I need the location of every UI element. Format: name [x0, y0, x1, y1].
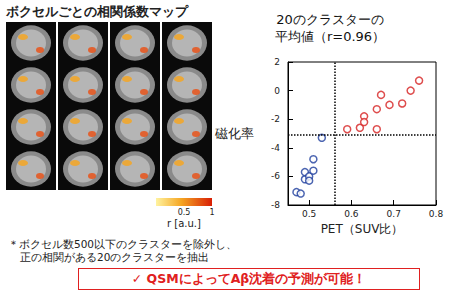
svg-text:-6: -6 — [271, 171, 280, 181]
svg-text:20のクラスターの: 20のクラスターの — [276, 12, 384, 27]
svg-text:1: 1 — [209, 208, 214, 217]
svg-text:0.6: 0.6 — [344, 209, 359, 219]
html-text:✓ QSMによってAβ沈着の予測が可能！: ✓ QSMによってAβ沈着の予測が可能！ — [131, 271, 367, 286]
svg-text:r [a.u.]: r [a.u.] — [167, 218, 201, 229]
svg-text:-2: -2 — [271, 114, 280, 124]
svg-text:0.5: 0.5 — [302, 209, 316, 219]
svg-text:-4: -4 — [271, 143, 280, 153]
svg-text:2: 2 — [274, 57, 280, 67]
svg-text:0: 0 — [274, 86, 280, 96]
svg-text:0.7: 0.7 — [387, 209, 401, 219]
svg-text:磁化率: 磁化率 — [214, 126, 254, 141]
svg-text:PET（SUV比）: PET（SUV比） — [321, 222, 404, 236]
html-text:正の相関がある20のクラスターを抽出: 正の相関がある20のクラスターを抽出 — [20, 251, 210, 263]
html-text:＊ボクセル数500以下のクラスターを除外し、: ＊ボクセル数500以下のクラスターを除外し、 — [8, 238, 237, 250]
svg-text:-8: -8 — [271, 200, 280, 210]
html-text:ボクセルごとの相関係数マップ: ボクセルごとの相関係数マップ — [6, 4, 188, 19]
svg-text:0.8: 0.8 — [429, 209, 444, 219]
svg-text:平均値（r=0.96）: 平均値（r=0.96） — [275, 29, 385, 44]
svg-text:0.5: 0.5 — [178, 208, 191, 217]
